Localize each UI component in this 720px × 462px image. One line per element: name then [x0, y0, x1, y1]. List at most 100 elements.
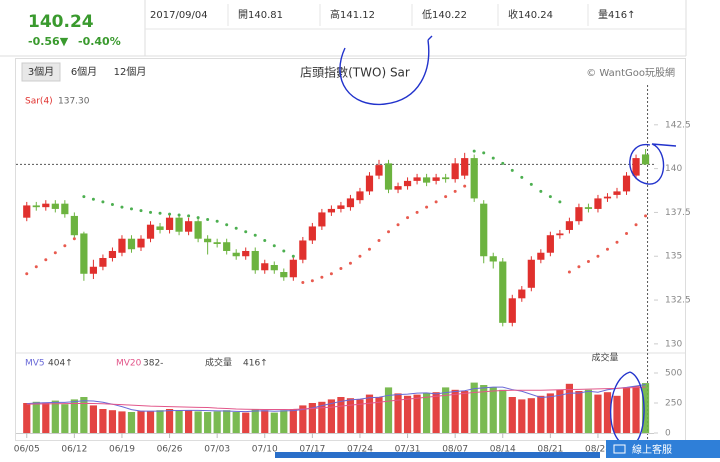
volume-bar [394, 393, 402, 433]
volume-bar [346, 398, 355, 433]
x-tick-label: 07/03 [204, 445, 230, 455]
candle-body [213, 242, 221, 244]
volume-bar [89, 405, 97, 433]
y-tick-label: 135 [665, 252, 682, 262]
volume-bar [51, 400, 59, 433]
volume-axis-label: 成交量 [591, 352, 618, 364]
sar-dot [482, 151, 486, 155]
volume-legend-value: 416↑ [243, 359, 268, 369]
sar-dot [396, 223, 400, 227]
sar-dot [301, 281, 305, 285]
sar-dot [548, 195, 552, 199]
x-tick-label: 06/12 [61, 445, 87, 455]
volume-bar [61, 404, 69, 433]
candle-body [337, 205, 345, 209]
volume-bar [175, 410, 183, 433]
sar-dot [377, 238, 381, 242]
sar-legend: Sar(4) [25, 97, 53, 107]
candle-body [185, 221, 193, 232]
volume: 量416↑ [598, 9, 635, 21]
volume-bar [442, 387, 450, 433]
sar-dot [529, 182, 533, 186]
candle-body [80, 233, 88, 274]
service-text[interactable]: 線上客服 [632, 443, 672, 456]
x-tick-label: 07/17 [299, 445, 325, 455]
service-button[interactable] [606, 440, 720, 458]
annotation-circle [629, 143, 677, 185]
candle-body [641, 154, 650, 165]
volume-bar [70, 399, 78, 433]
date: 2017/09/04 [150, 10, 208, 21]
sar-dot [91, 197, 95, 201]
candle-body [518, 289, 526, 299]
candle-body [527, 259, 535, 288]
candle-body [299, 240, 307, 260]
volume-bar [261, 410, 269, 433]
candle-body [632, 158, 640, 176]
candle-body [146, 224, 155, 239]
sar-dot [34, 265, 38, 269]
sar-dot [434, 200, 438, 204]
range-button[interactable]: 3個月 [28, 65, 54, 78]
x-tick-label: 07/24 [347, 445, 373, 455]
candle-body [242, 250, 250, 257]
volume-bar [165, 409, 174, 433]
candle-body [451, 163, 459, 180]
volume-bar [118, 411, 126, 433]
plot: 142.5 140 137.5 135 132.5 130 500 250 0 06/05 06/1… [14, 85, 691, 455]
volume-bar [613, 395, 621, 433]
sar-dot [244, 230, 248, 234]
low: 低140.22 [422, 8, 467, 21]
range-button[interactable]: 6個月 [71, 65, 97, 78]
volume-bar [594, 394, 602, 433]
candle-body [32, 205, 40, 208]
sar-dot [520, 175, 524, 179]
y-tick-label: 500 [665, 369, 682, 379]
sar-dot [53, 251, 57, 255]
volume-bar [403, 395, 412, 433]
volume-bar [470, 382, 478, 433]
candle-body [194, 221, 202, 239]
volume-bar [622, 387, 631, 433]
sar-dot [615, 240, 619, 244]
sar-dot [463, 184, 467, 188]
volume-bar [432, 392, 440, 433]
candle-body [118, 238, 126, 253]
volume-bar [232, 412, 240, 433]
volume-bar [603, 392, 612, 433]
change-pct: -0.40% [78, 35, 121, 48]
range-button[interactable]: 12個月 [114, 65, 147, 78]
volume-bar [546, 393, 554, 433]
sar-legend-value: 137.30 [58, 97, 90, 107]
volume-bar [270, 412, 278, 433]
sar-dot [129, 207, 133, 211]
sar-dot [215, 219, 219, 223]
sar-dot [634, 223, 638, 227]
sar-dot [339, 267, 343, 271]
volume-bar [537, 395, 545, 433]
sar-dot [149, 210, 153, 214]
volume-bar [556, 389, 564, 433]
candle-body [442, 177, 450, 180]
candle-body [546, 235, 554, 253]
volume-bar [251, 409, 259, 433]
sar-dot [177, 213, 181, 217]
sar-dot [25, 272, 29, 276]
volume-bar [223, 410, 231, 433]
sar-dot [158, 211, 162, 215]
close: 收140.24 [508, 8, 553, 21]
volume-bar [289, 409, 297, 433]
candle-body [289, 259, 297, 278]
range-button-active[interactable] [21, 62, 61, 82]
candle-body [394, 186, 402, 190]
volume-bar [451, 389, 459, 433]
candle-body [432, 177, 440, 181]
candle-body [89, 266, 97, 274]
candle-body [537, 252, 545, 260]
volume-bar [42, 402, 50, 433]
sar-dot [586, 259, 590, 263]
candle-body [204, 238, 212, 243]
candle-body [556, 233, 564, 236]
sar-dot [253, 233, 257, 237]
